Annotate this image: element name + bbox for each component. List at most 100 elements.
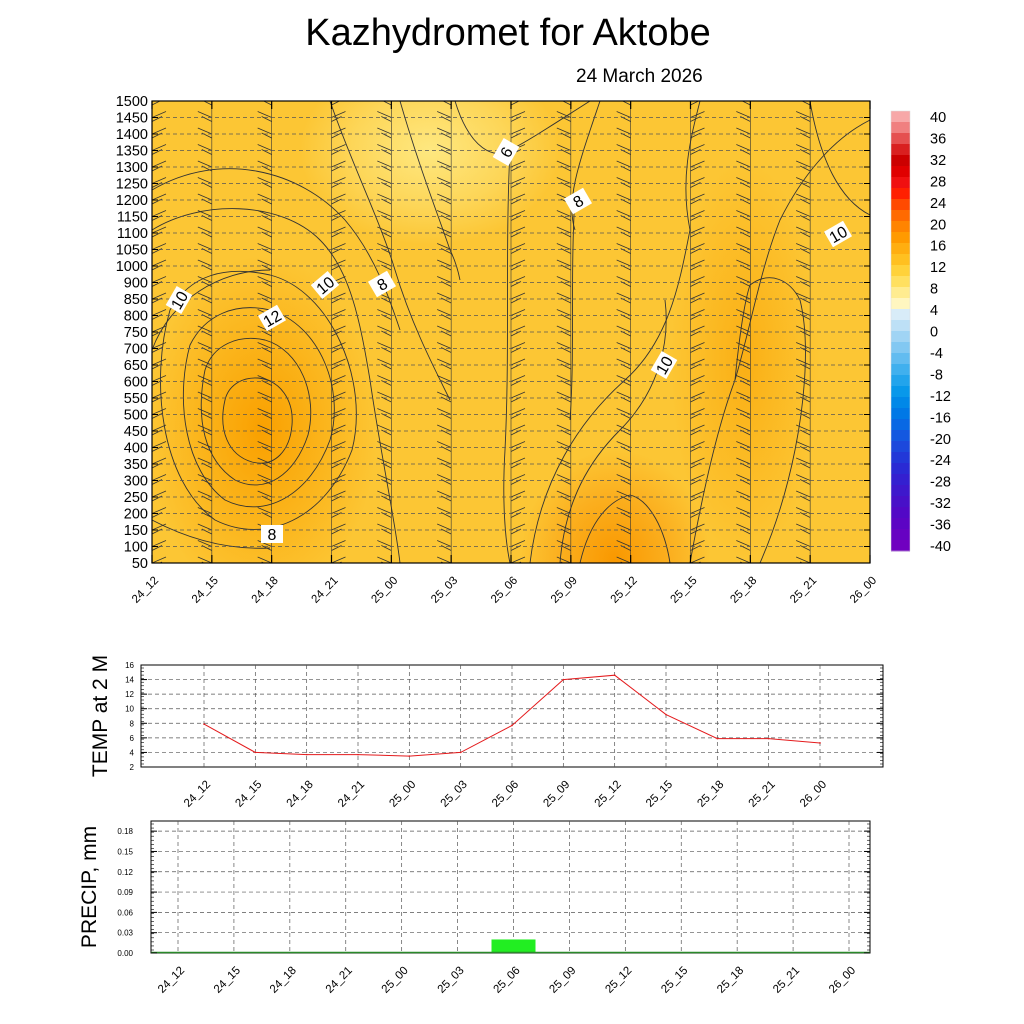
colorbar-cell [891,155,910,167]
precipitation-y-tick-label: 0.06 [117,908,133,917]
precipitation-x-tick-label: 25_12 [603,965,634,996]
wind-barb [556,540,572,551]
wind-barb [796,276,811,287]
wind-barb [257,226,272,238]
main-y-tick-label: 700 [124,342,148,358]
main-y-tick-label: 300 [124,474,148,490]
wind-barb [257,276,272,287]
temperature-x-tick-label: 25_00 [387,779,418,810]
wind-barb [556,457,572,469]
wind-barb [869,232,870,237]
wind-barb [377,540,392,551]
wind-barb [556,375,572,386]
wind-barb [556,391,572,403]
wind-barb [556,243,572,254]
main-y-tick-label: 1050 [116,243,148,259]
wind-barb [869,447,870,452]
wind-barb [556,507,572,518]
wind-barb [556,342,572,353]
wind-barb [869,133,870,138]
contour-label-box [823,220,853,248]
temperature-y-tick-label: 14 [125,676,134,685]
colorbar-cell [891,122,910,134]
main-x-tick-label: 25_00 [369,575,400,606]
main-y-axis: 5010015020025030035040045050055060065070… [116,94,870,572]
colorbar-cell [891,276,910,288]
main-y-tick-label: 1100 [117,226,148,242]
wind-barb [331,490,346,502]
wind-barb [331,424,346,436]
main-x-tick-label: 25_03 [429,575,460,606]
colorbar: 4036322824201612840-4-8-12-16-20-24-28-3… [890,110,951,555]
wind-barb [556,276,572,287]
contour-label-text: 10 [827,223,851,247]
wind-barb [556,309,572,320]
chart-date: 24 March 2026 [576,66,703,87]
contour-label: 8 [261,525,283,544]
contour-label-box [650,350,678,380]
colorbar-cell [891,518,910,530]
colorbar-cell [891,529,910,541]
colorbar-cell [891,177,910,189]
wind-barb [796,474,811,485]
warm-band-right [670,160,820,560]
temperature-series-line [203,674,821,757]
wind-barb [257,144,272,155]
wind-barb [869,150,870,155]
main-x-tick-label: 24_18 [250,575,281,606]
wind-barb [331,375,346,386]
wind-barb [257,408,272,419]
wind-barb [556,144,572,155]
contour-label: 8 [367,270,397,298]
main-y-tick-label: 250 [124,490,148,506]
wind-barb [257,210,272,221]
colorbar-label: 28 [930,174,946,190]
colorbar-label: -32 [930,496,951,512]
wind-barb [257,342,272,353]
wind-barb [331,193,346,205]
wind-barb [377,424,392,436]
temperature-x-tick-label: 25_06 [490,779,521,810]
wind-barb [869,315,870,320]
wind-barb [331,342,346,353]
main-y-tick-label: 800 [124,309,148,325]
wind-barb [796,408,811,419]
wind-barb [331,391,346,403]
contour-label: 10 [165,285,193,315]
precipitation-y-tick-label: 0.03 [117,929,133,938]
wind-barb [796,391,811,403]
colorbar-cell [891,496,910,508]
wind-barb [377,342,392,353]
colorbar-cell [891,133,910,145]
wind-barb [377,177,392,188]
contour-label: 8 [563,187,593,215]
colorbar-label: 0 [930,325,938,341]
wind-barb [796,292,811,304]
contour-label-text: 10 [653,354,677,378]
wind-barb [262,101,272,106]
wind-barb [331,309,346,320]
wind-barb [377,259,392,271]
wind-barb [796,243,811,254]
colorbar-cell [891,397,910,409]
wind-barb [869,348,870,353]
temperature-panel: 16 14 12 10 8 6 4 2 24_12 24_15 24_18 24_21 25_00 25_… [89,655,884,810]
wind-barb [377,408,392,419]
wind-barb [796,160,811,172]
temperature-gridlines [141,665,883,767]
wind-barb [561,101,572,106]
main-y-tick-label: 750 [124,325,148,341]
precipitation-frame [150,820,871,954]
wind-barb [257,391,272,403]
wind-barb [796,358,811,370]
precipitation-x-tick-label: 25_15 [659,965,690,996]
wind-barb [331,177,346,188]
precipitation-x-tick-label: 25_00 [380,965,411,996]
colorbar-frame [890,110,911,552]
wind-barb [690,101,700,106]
colorbar-label: 4 [930,303,938,319]
wind-barb [869,381,870,386]
temperature-x-tick-label: 25_18 [695,779,726,810]
wind-barb [257,259,272,271]
